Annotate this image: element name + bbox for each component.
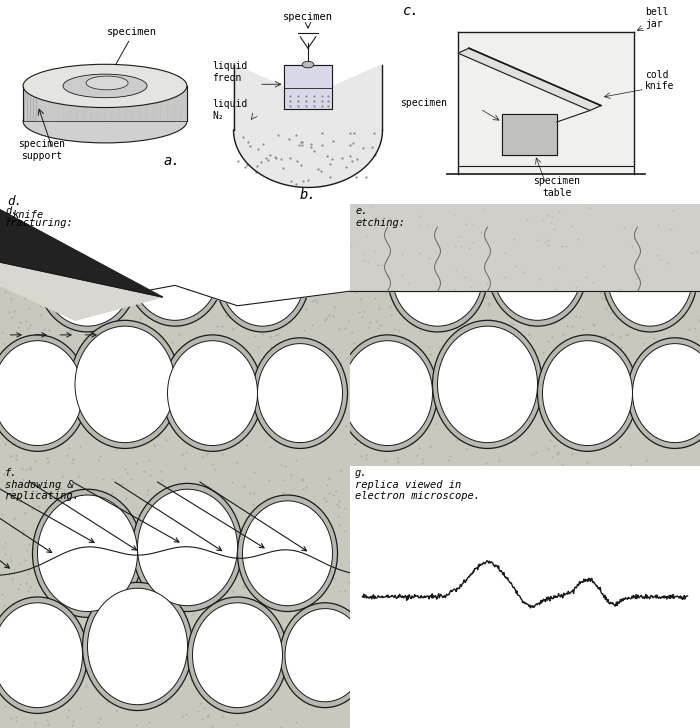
Ellipse shape bbox=[83, 582, 192, 711]
Ellipse shape bbox=[302, 61, 314, 68]
Ellipse shape bbox=[542, 341, 633, 446]
Ellipse shape bbox=[38, 495, 137, 612]
Ellipse shape bbox=[627, 338, 700, 448]
Polygon shape bbox=[23, 86, 187, 122]
Text: specimen
support: specimen support bbox=[18, 139, 66, 161]
Ellipse shape bbox=[130, 215, 220, 320]
Ellipse shape bbox=[0, 603, 83, 708]
Text: specimen: specimen bbox=[400, 98, 447, 108]
Polygon shape bbox=[458, 32, 634, 174]
Ellipse shape bbox=[86, 76, 128, 90]
Ellipse shape bbox=[285, 609, 365, 702]
Ellipse shape bbox=[132, 483, 242, 612]
Text: specimen: specimen bbox=[107, 27, 158, 37]
Text: specimen: specimen bbox=[283, 12, 333, 23]
Ellipse shape bbox=[280, 603, 370, 708]
Text: liquid
freon: liquid freon bbox=[212, 61, 247, 83]
Ellipse shape bbox=[538, 335, 638, 451]
Ellipse shape bbox=[215, 221, 310, 332]
Text: liquid
N₂: liquid N₂ bbox=[212, 99, 247, 121]
Ellipse shape bbox=[393, 227, 482, 326]
Ellipse shape bbox=[70, 320, 180, 448]
Ellipse shape bbox=[0, 341, 83, 446]
Ellipse shape bbox=[438, 326, 538, 443]
Polygon shape bbox=[458, 48, 601, 111]
Polygon shape bbox=[502, 114, 557, 155]
Text: d.
fracturing:: d. fracturing: bbox=[5, 206, 74, 228]
Text: b.: b. bbox=[300, 188, 316, 202]
Ellipse shape bbox=[32, 489, 143, 617]
Ellipse shape bbox=[193, 603, 283, 708]
Ellipse shape bbox=[633, 344, 700, 443]
Ellipse shape bbox=[342, 341, 433, 446]
Ellipse shape bbox=[242, 501, 332, 606]
Text: g.
replica viewed in
electron microscope.: g. replica viewed in electron microscope… bbox=[355, 468, 480, 502]
Ellipse shape bbox=[237, 495, 337, 612]
Ellipse shape bbox=[487, 210, 587, 326]
Ellipse shape bbox=[493, 215, 582, 320]
Ellipse shape bbox=[88, 588, 188, 705]
Ellipse shape bbox=[253, 338, 347, 448]
Ellipse shape bbox=[433, 320, 542, 448]
Polygon shape bbox=[0, 204, 350, 306]
Text: a.: a. bbox=[164, 154, 181, 167]
Ellipse shape bbox=[337, 335, 438, 451]
Ellipse shape bbox=[220, 227, 305, 326]
Ellipse shape bbox=[608, 227, 692, 326]
Ellipse shape bbox=[0, 335, 88, 451]
Polygon shape bbox=[234, 65, 382, 187]
Ellipse shape bbox=[137, 489, 237, 606]
Ellipse shape bbox=[43, 227, 132, 326]
Text: knife: knife bbox=[13, 210, 43, 221]
Text: e.
etching:: e. etching: bbox=[355, 206, 405, 228]
Ellipse shape bbox=[75, 326, 175, 443]
Text: specimen
table: specimen table bbox=[533, 176, 580, 197]
Polygon shape bbox=[350, 204, 700, 291]
Ellipse shape bbox=[38, 221, 137, 332]
Ellipse shape bbox=[162, 335, 262, 451]
Ellipse shape bbox=[188, 597, 288, 713]
Ellipse shape bbox=[23, 100, 187, 143]
Ellipse shape bbox=[388, 221, 487, 332]
Ellipse shape bbox=[603, 221, 697, 332]
Text: bell
jar: bell jar bbox=[645, 7, 668, 29]
Polygon shape bbox=[0, 262, 162, 320]
Polygon shape bbox=[0, 210, 162, 297]
Text: c.: c. bbox=[403, 4, 420, 18]
Text: f.
shadowing &
replicating.: f. shadowing & replicating. bbox=[5, 468, 80, 502]
Ellipse shape bbox=[0, 597, 88, 713]
Polygon shape bbox=[284, 65, 332, 108]
Ellipse shape bbox=[167, 341, 258, 446]
Ellipse shape bbox=[23, 64, 187, 108]
Ellipse shape bbox=[125, 210, 225, 326]
Ellipse shape bbox=[258, 344, 342, 443]
Ellipse shape bbox=[63, 74, 147, 98]
Text: d.: d. bbox=[8, 195, 22, 208]
Text: cold
knife: cold knife bbox=[645, 70, 674, 91]
